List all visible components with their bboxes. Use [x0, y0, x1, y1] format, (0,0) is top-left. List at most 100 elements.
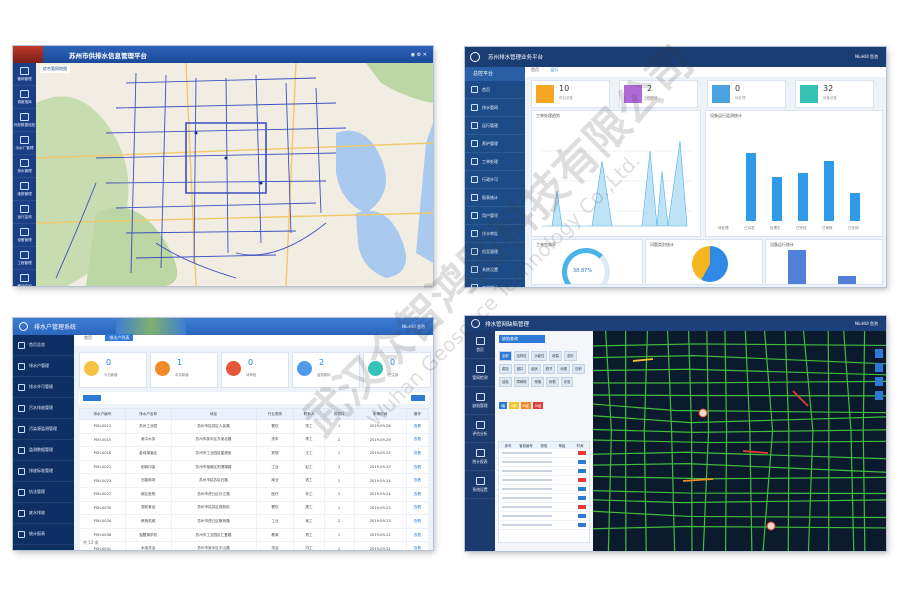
list-item[interactable]	[499, 494, 589, 503]
sidebar-item-p3-8[interactable]: 废水排放	[13, 503, 74, 524]
level-chip[interactable]: II级	[509, 402, 519, 409]
table-row[interactable]: PSH-0041 木渎洗浴 苏州市吴中区中山路 洗浴 冯工 1 2019-09-22 查看	[79, 541, 430, 550]
user-name[interactable]: NiuHUI 鱼泡	[401, 323, 425, 329]
list-item[interactable]	[499, 467, 589, 476]
table-row[interactable]: PSH-0012 苏州工业园 苏州市姑苏区人民路 餐饮 张工 1 2019-09-26 查看	[79, 419, 430, 434]
sidebar-item-p2-5[interactable]: 行政许可	[465, 171, 525, 189]
list-item[interactable]	[499, 503, 589, 512]
filter-chip[interactable]: 浮渣	[560, 377, 574, 387]
sidebar-item-p1-0[interactable]: 管网管理	[13, 63, 36, 86]
column-header[interactable]: 排放口	[323, 408, 355, 420]
filter-chip[interactable]: 起伏	[528, 364, 541, 374]
table-row[interactable]: PSH-0030 观前食品 苏州市姑苏区观前街 餐饮 周工 1 2019-09-23 查看	[79, 500, 430, 516]
list-item[interactable]	[499, 485, 589, 494]
user-name[interactable]: NiuHUI 鱼泡	[854, 54, 878, 59]
sidebar-item-p1-7[interactable]: 设备管理	[13, 224, 36, 247]
row-action-link[interactable]: 查看	[405, 459, 430, 475]
sidebar-item-p3-4[interactable]: 污染源监测管理	[13, 419, 74, 440]
sidebar-item-p2-3[interactable]: 养护管理	[465, 135, 525, 153]
location-pin-icon[interactable]	[766, 521, 776, 531]
tab-home[interactable]: 首页	[531, 67, 539, 72]
sidebar-item-p2-2[interactable]: 运行管理	[465, 117, 525, 135]
filter-chip[interactable]: 树根	[546, 377, 559, 387]
sidebar-item-p3-2[interactable]: 排水许可管理	[13, 377, 74, 398]
tab-home[interactable]: 首页	[84, 335, 92, 340]
kpi-card[interactable]: 0 今日新增	[79, 352, 147, 388]
map-tool-button[interactable]	[875, 377, 883, 386]
table-row[interactable]: PSH-0027 新区医院 苏州市虎丘区长江路 医疗 孙工 2 2019-09-24 查看	[79, 486, 430, 502]
row-action-link[interactable]: 查看	[405, 500, 430, 516]
column-header[interactable]: 地址	[170, 408, 257, 420]
sidebar-item-p1-2[interactable]: 外部数据巡检	[13, 109, 36, 132]
level-chip[interactable]: III级	[520, 402, 531, 409]
user-name[interactable]: NiuHUI 鱼泡	[854, 320, 878, 326]
tab-run[interactable]: 运行	[550, 67, 559, 72]
row-action-link[interactable]: 查看	[405, 514, 430, 529]
sidebar-item-p2-4[interactable]: 工单处理	[465, 153, 525, 171]
sidebar-item-p2-11[interactable]: 工单统计	[465, 279, 525, 287]
table-row[interactable]: PSH-0018 金鸡湖酒店 苏州市工业园区星港街 宾馆 王工 1 2019-09-25 查看	[79, 446, 430, 461]
search-button[interactable]	[83, 395, 101, 401]
filter-chip[interactable]: 变形	[563, 351, 577, 361]
sidebar-item-p2-1[interactable]: 排水管网	[465, 99, 525, 117]
sidebar-item-p1-1[interactable]: 调度指挥	[13, 86, 36, 109]
table-row[interactable]: PSH-0034 枫桥机械 苏州市虎丘区枫桥路 工业 吴工 2 2019-09-23 查看	[79, 514, 430, 529]
column-header[interactable]: 排水户名称	[124, 408, 172, 420]
filter-chip[interactable]: 结构性	[513, 351, 530, 361]
kpi-card[interactable]: 0 待审批	[221, 352, 289, 388]
map-tool-button[interactable]	[875, 391, 883, 400]
sidebar-item-p1-5[interactable]: 维修管理	[13, 178, 36, 201]
list-item[interactable]	[499, 476, 589, 485]
row-action-link[interactable]: 查看	[405, 446, 430, 461]
sidebar-item-p1-3[interactable]: 污水厂管理	[13, 132, 36, 155]
sidebar-item-p3-1[interactable]: 排水户管理	[13, 356, 74, 377]
stat-card[interactable]: 2 已完成	[619, 80, 698, 108]
map-tool-button[interactable]	[875, 363, 883, 372]
filter-chip[interactable]: 破裂	[549, 351, 562, 361]
sidebar-item-p3-6[interactable]: 排放标准管理	[13, 461, 74, 482]
filter-chip[interactable]: 腐蚀	[499, 364, 512, 374]
sidebar-item-p2-6[interactable]: 报表统计	[465, 189, 525, 207]
sidebar-item-p2-8[interactable]: 排水审批	[465, 225, 525, 243]
sidebar-item-p3-7[interactable]: 执法管理	[13, 482, 74, 503]
window-controls[interactable]: ◉ ⚙ ✕	[410, 51, 427, 58]
sidebar-item-p4-5[interactable]: 系统设置	[465, 471, 495, 499]
sidebar-item-p4-2[interactable]: 缺陷管理	[465, 387, 495, 415]
filter-chip[interactable]: 脱节	[542, 364, 556, 374]
list-item[interactable]	[499, 458, 589, 467]
sidebar-item-p2-7[interactable]: 用户管理	[465, 207, 525, 225]
row-action-link[interactable]: 查看	[405, 419, 430, 434]
stat-card[interactable]: 0 待处理	[707, 80, 786, 108]
stat-card[interactable]: 10 项目总数	[531, 80, 610, 108]
filter-chip[interactable]: 错口	[513, 364, 527, 374]
table-row[interactable]: PSH-0023 石路商场 苏州市姑苏区石路 商业 钱工 1 2019-09-24 查看	[79, 473, 430, 488]
sidebar-item-p1-9[interactable]: 移动应用	[13, 270, 36, 286]
list-item[interactable]	[499, 512, 589, 521]
kpi-card[interactable]: 1 本月新增	[150, 352, 218, 388]
column-header[interactable]: 申请时间	[353, 408, 407, 420]
level-chip[interactable]: IV级	[532, 402, 544, 409]
sidebar-item-p3-9[interactable]: 统计报表	[13, 524, 74, 545]
sidebar-item-p2-10[interactable]: 系统设置	[465, 261, 525, 279]
table-row[interactable]: PSH-0015 吴中水务 苏州市吴中区东吴北路 洗车 李工 2 2019-09-26 查看	[79, 432, 430, 448]
filter-chip[interactable]: 全部	[499, 351, 512, 361]
filter-chip[interactable]: 功能性	[531, 351, 548, 361]
sidebar-item-p1-6[interactable]: 运行监测	[13, 201, 36, 224]
location-pin-icon[interactable]	[698, 408, 708, 418]
row-action-link[interactable]: 查看	[405, 527, 430, 543]
filter-chip[interactable]: 渗漏	[557, 364, 570, 374]
pager[interactable]: 共 12 条	[83, 540, 99, 545]
sidebar-item-p3-3[interactable]: 污水排放管理	[13, 398, 74, 419]
sidebar-item-p4-3[interactable]: 评估分析	[465, 415, 495, 443]
map-tool-button[interactable]	[875, 349, 883, 358]
column-header[interactable]: 排水户编号	[79, 408, 126, 420]
row-action-link[interactable]: 查看	[405, 541, 430, 550]
filter-chip[interactable]: 残墙	[531, 377, 545, 387]
defect-map[interactable]	[592, 330, 886, 551]
row-action-link[interactable]: 查看	[405, 473, 430, 488]
column-header[interactable]: 行业类别	[255, 408, 295, 420]
filter-chip[interactable]: 障碍物	[513, 377, 530, 387]
filter-chip[interactable]: 沉积	[571, 364, 585, 374]
export-button[interactable]	[411, 395, 425, 401]
list-item[interactable]	[499, 449, 589, 458]
